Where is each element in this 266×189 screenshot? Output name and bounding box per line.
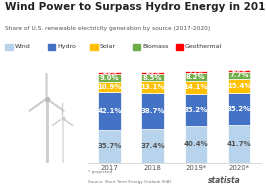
Bar <box>98 92 120 130</box>
Bar <box>142 72 164 74</box>
Text: Wind: Wind <box>14 44 30 49</box>
Bar <box>142 93 164 129</box>
Text: 40.4%: 40.4% <box>184 141 208 147</box>
Text: 35.2%: 35.2% <box>227 106 251 112</box>
Text: 10.9%: 10.9% <box>97 84 122 90</box>
Text: 8.5%: 8.5% <box>143 74 162 81</box>
Text: 2.2%: 2.2% <box>189 70 203 75</box>
Bar <box>228 93 250 125</box>
Text: 35.2%: 35.2% <box>184 107 208 113</box>
Bar <box>98 72 120 74</box>
Bar <box>228 79 250 93</box>
Bar <box>98 82 120 92</box>
Text: 8.2%: 8.2% <box>186 74 206 80</box>
Text: Share of U.S. renewable electricity generation by source (2017-2020): Share of U.S. renewable electricity gene… <box>5 26 211 31</box>
Text: 7.7%: 7.7% <box>229 72 249 78</box>
Text: 14.1%: 14.1% <box>184 84 208 90</box>
Text: 35.7%: 35.7% <box>97 143 122 149</box>
Text: 42.1%: 42.1% <box>97 108 122 114</box>
Text: Source: Short Term Energy Outlook (EIA): Source: Short Term Energy Outlook (EIA) <box>88 180 171 184</box>
Bar <box>142 74 164 81</box>
Bar <box>98 130 120 163</box>
Bar <box>98 74 120 82</box>
Text: 38.7%: 38.7% <box>140 108 165 114</box>
Bar <box>185 126 207 163</box>
Bar <box>228 72 250 79</box>
Text: 37.4%: 37.4% <box>140 143 165 149</box>
Text: * projected: * projected <box>88 170 112 174</box>
Text: 2.3%: 2.3% <box>145 70 160 75</box>
Bar <box>185 94 207 126</box>
Bar <box>142 81 164 93</box>
Text: 41.7%: 41.7% <box>227 141 251 146</box>
Bar <box>228 125 250 163</box>
Bar <box>142 129 164 163</box>
Bar <box>228 70 250 72</box>
Text: 2.0%: 2.0% <box>232 68 246 73</box>
Text: Biomass: Biomass <box>142 44 168 49</box>
Bar <box>185 81 207 94</box>
Text: statista: statista <box>207 176 240 185</box>
Bar <box>185 74 207 81</box>
Text: 9.0%: 9.0% <box>99 75 119 81</box>
Text: Hydro: Hydro <box>57 44 76 49</box>
Text: 15.4%: 15.4% <box>227 83 251 89</box>
Text: Solar: Solar <box>99 44 115 49</box>
Text: 13.1%: 13.1% <box>140 84 165 90</box>
Text: 2.3%: 2.3% <box>102 70 117 75</box>
Text: Wind Power to Surpass Hydro Energy in 2019: Wind Power to Surpass Hydro Energy in 20… <box>5 2 266 12</box>
Text: Geothermal: Geothermal <box>185 44 222 49</box>
Bar <box>185 71 207 74</box>
